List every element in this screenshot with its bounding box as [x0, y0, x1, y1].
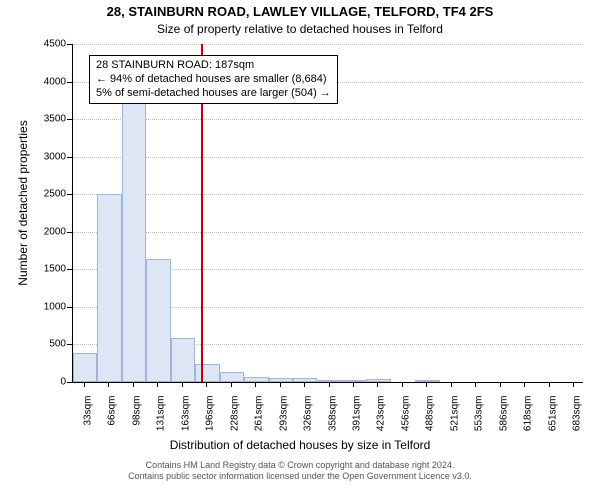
gridline — [73, 194, 583, 195]
y-axis-label: Number of detached properties — [16, 103, 30, 303]
x-tick-label: 66sqm — [107, 396, 118, 444]
y-tick-label: 0 — [32, 377, 66, 388]
x-tick — [402, 382, 403, 387]
y-tick-label: 2500 — [32, 189, 66, 200]
footer: Contains HM Land Registry data © Crown c… — [0, 460, 600, 482]
x-tick-label: 98sqm — [131, 396, 142, 444]
x-tick-label: 391sqm — [351, 396, 362, 444]
y-tick — [67, 307, 72, 308]
x-tick — [426, 382, 427, 387]
y-tick — [67, 119, 72, 120]
x-tick-label: 131sqm — [156, 396, 167, 444]
histogram-bar — [244, 377, 268, 382]
x-tick-label: 683sqm — [571, 396, 582, 444]
x-tick-label: 358sqm — [327, 396, 338, 444]
footer-line2: Contains public sector information licen… — [0, 471, 600, 482]
histogram-bar — [342, 380, 366, 382]
y-tick-label: 1500 — [32, 264, 66, 275]
histogram-bar — [317, 380, 341, 382]
y-tick — [67, 382, 72, 383]
x-tick — [280, 382, 281, 387]
title-line2: Size of property relative to detached ho… — [0, 22, 600, 36]
y-tick-label: 1000 — [32, 301, 66, 312]
x-tick — [133, 382, 134, 387]
x-tick — [524, 382, 525, 387]
y-tick — [67, 232, 72, 233]
x-tick — [377, 382, 378, 387]
x-tick-label: 456sqm — [400, 396, 411, 444]
x-tick — [206, 382, 207, 387]
histogram-bar — [415, 380, 439, 382]
y-tick-label: 3000 — [32, 151, 66, 162]
title-line1: 28, STAINBURN ROAD, LAWLEY VILLAGE, TELF… — [0, 4, 600, 19]
y-tick — [67, 44, 72, 45]
footer-line1: Contains HM Land Registry data © Crown c… — [0, 460, 600, 471]
x-tick — [573, 382, 574, 387]
x-tick-label: 261sqm — [254, 396, 265, 444]
gridline — [73, 157, 583, 158]
x-tick-label: 651sqm — [547, 396, 558, 444]
annotation-box: 28 STAINBURN ROAD: 187sqm ← 94% of detac… — [89, 55, 338, 104]
x-tick — [182, 382, 183, 387]
histogram-bar — [171, 338, 195, 382]
y-tick — [67, 344, 72, 345]
annotation-line2: ← 94% of detached houses are smaller (8,… — [96, 73, 331, 87]
x-tick-label: 163sqm — [180, 396, 191, 444]
x-tick-label: 423sqm — [376, 396, 387, 444]
x-tick — [255, 382, 256, 387]
x-tick — [231, 382, 232, 387]
x-tick-label: 586sqm — [498, 396, 509, 444]
x-tick — [451, 382, 452, 387]
histogram-bar — [220, 372, 244, 382]
histogram-bar — [366, 379, 390, 382]
y-tick — [67, 194, 72, 195]
y-tick-label: 4500 — [32, 39, 66, 50]
chart-plot-area: 28 STAINBURN ROAD: 187sqm ← 94% of detac… — [72, 44, 583, 383]
gridline — [73, 119, 583, 120]
x-tick — [304, 382, 305, 387]
x-tick-label: 618sqm — [523, 396, 534, 444]
annotation-line3: 5% of semi-detached houses are larger (5… — [96, 87, 331, 101]
x-tick — [329, 382, 330, 387]
x-tick-label: 33sqm — [83, 396, 94, 444]
histogram-bar — [195, 364, 219, 382]
gridline — [73, 232, 583, 233]
x-tick — [84, 382, 85, 387]
histogram-bar — [293, 378, 317, 382]
x-tick-label: 196sqm — [205, 396, 216, 444]
x-tick — [475, 382, 476, 387]
annotation-line1: 28 STAINBURN ROAD: 187sqm — [96, 59, 331, 73]
histogram-bar — [146, 259, 170, 382]
gridline — [73, 44, 583, 45]
x-tick — [549, 382, 550, 387]
x-tick-label: 488sqm — [425, 396, 436, 444]
y-tick-label: 3500 — [32, 114, 66, 125]
x-tick-label: 293sqm — [278, 396, 289, 444]
y-tick-label: 4000 — [32, 76, 66, 87]
histogram-bar — [269, 378, 293, 383]
x-tick-label: 553sqm — [474, 396, 485, 444]
x-tick — [157, 382, 158, 387]
histogram-bar — [122, 103, 146, 382]
x-tick — [108, 382, 109, 387]
histogram-bar — [97, 194, 121, 382]
y-tick-label: 500 — [32, 339, 66, 350]
y-tick — [67, 157, 72, 158]
histogram-bar — [73, 353, 97, 382]
x-tick-label: 228sqm — [229, 396, 240, 444]
y-tick-label: 2000 — [32, 226, 66, 237]
y-tick — [67, 269, 72, 270]
x-tick — [500, 382, 501, 387]
x-tick-label: 326sqm — [303, 396, 314, 444]
y-tick — [67, 82, 72, 83]
x-tick-label: 521sqm — [449, 396, 460, 444]
x-tick — [353, 382, 354, 387]
